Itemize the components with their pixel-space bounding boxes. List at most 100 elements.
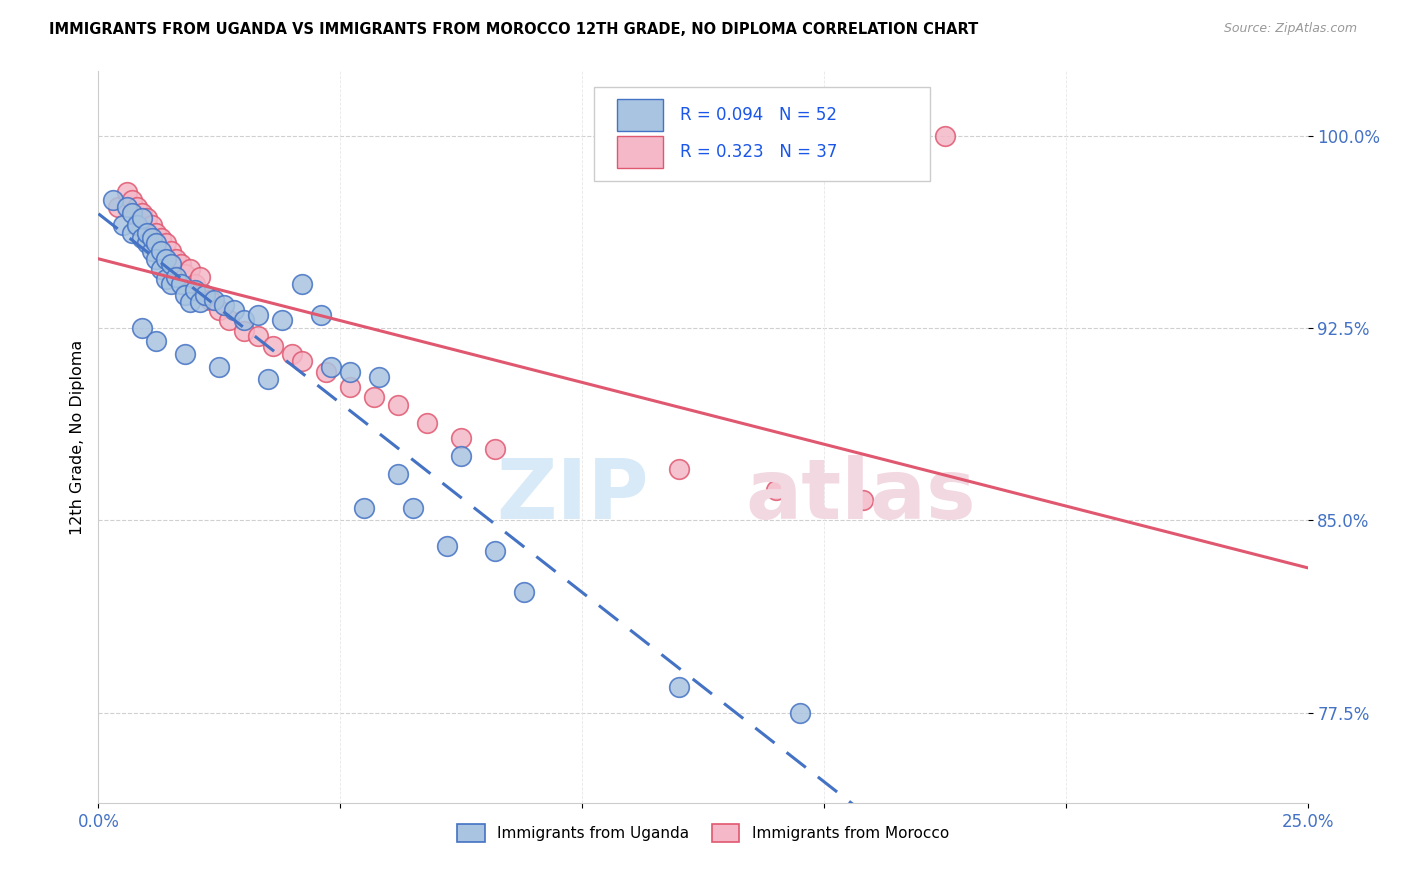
Point [145,252,167,266]
Text: R = 0.094   N = 52: R = 0.094 N = 52 [681,106,837,124]
Point [194,287,217,301]
Point [416,416,439,430]
Point [339,380,361,394]
Text: Source: ZipAtlas.com: Source: ZipAtlas.com [1223,22,1357,36]
Point [262,339,284,353]
Point [184,283,207,297]
Point [789,706,811,720]
Point [121,205,143,219]
Point [208,359,231,374]
Text: R = 0.323   N = 37: R = 0.323 N = 37 [681,143,838,161]
Point [188,269,211,284]
Point [131,321,153,335]
Point [513,585,536,599]
Point [150,262,173,277]
Point [145,334,167,348]
Point [121,226,143,240]
Point [309,308,332,322]
Point [290,277,312,292]
Point [484,544,506,558]
Point [160,277,183,292]
Point [194,287,217,301]
Point [184,277,207,292]
Point [135,226,157,240]
Point [141,244,163,258]
Text: atlas: atlas [745,455,976,536]
Point [131,205,153,219]
Point [339,365,361,379]
Point [135,236,157,251]
Point [141,219,163,233]
Point [668,462,690,476]
Point [232,324,254,338]
Point [145,236,167,251]
Text: ZIP: ZIP [496,455,648,536]
Point [188,295,211,310]
Point [174,287,197,301]
Point [155,236,177,251]
Point [135,211,157,225]
Point [141,231,163,245]
Y-axis label: 12th Grade, No Diploma: 12th Grade, No Diploma [69,340,84,534]
Point [117,200,139,214]
Point [131,211,153,225]
Point [934,128,956,143]
Point [222,303,245,318]
Point [179,295,201,310]
Point [247,328,270,343]
Point [363,390,385,404]
Point [111,219,134,233]
Point [387,467,409,482]
Point [218,313,240,327]
Point [368,369,391,384]
Point [290,354,312,368]
Point [165,269,187,284]
FancyBboxPatch shape [595,87,931,181]
Point [271,313,294,327]
Legend: Immigrants from Uganda, Immigrants from Morocco: Immigrants from Uganda, Immigrants from … [451,818,955,847]
Bar [617,136,664,168]
Point [150,244,173,258]
Point [208,303,231,318]
Point [145,226,167,240]
Point [107,200,129,214]
Point [436,539,458,553]
Point [484,442,506,456]
Bar [617,99,664,131]
Point [169,257,191,271]
Point [155,252,177,266]
Text: IMMIGRANTS FROM UGANDA VS IMMIGRANTS FROM MOROCCO 12TH GRADE, NO DIPLOMA CORRELA: IMMIGRANTS FROM UGANDA VS IMMIGRANTS FRO… [49,22,979,37]
Point [121,193,143,207]
Point [160,257,183,271]
Point [402,500,425,515]
Point [204,293,226,307]
Point [387,398,409,412]
Point [315,365,337,379]
Point [174,346,197,360]
Point [150,231,173,245]
Point [169,277,191,292]
Point [232,313,254,327]
Point [198,293,221,307]
Point [765,483,787,497]
Point [155,272,177,286]
Point [131,231,153,245]
Point [247,308,270,322]
Point [212,298,235,312]
Point [179,262,201,277]
Point [165,252,187,266]
Point [450,431,472,445]
Point [353,500,375,515]
Point [450,450,472,464]
Point [852,492,875,507]
Point [174,267,197,281]
Point [127,219,149,233]
Point [160,244,183,258]
Point [319,359,342,374]
Point [281,346,304,360]
Point [256,372,278,386]
Point [127,200,149,214]
Point [668,681,690,695]
Point [117,185,139,199]
Point [101,193,124,207]
